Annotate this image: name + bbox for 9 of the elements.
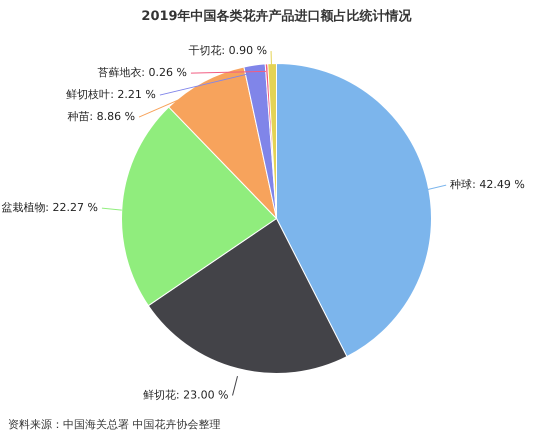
slice-label: 鲜切花: 23.00 % [142,388,229,402]
slice-label: 种球: 42.49 % [450,178,525,192]
slice-label: 种苗: 8.86 % [67,110,136,124]
slice-label: 鲜切枝叶: 2.21 % [66,88,156,102]
slice-label: 盆栽植物: 22.27 % [1,201,98,214]
text: 资料来源：中国海关总署 中国花卉协会整理 [8,418,220,431]
slice-label: 苔藓地衣: 0.26 % [97,66,187,80]
chart-title: 2019年中国各类花卉产品进口额占比统计情况 [141,8,413,24]
slice-label: 干切花: 0.90 % [188,44,268,58]
